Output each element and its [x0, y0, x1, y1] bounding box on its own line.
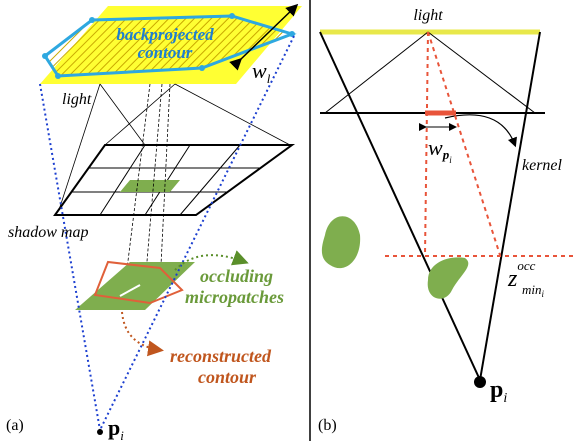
- label-part: w: [252, 58, 267, 83]
- label-part: z: [507, 266, 518, 292]
- light-label: light: [413, 7, 443, 24]
- label-part: occluding: [200, 266, 273, 286]
- label-part: i: [449, 155, 452, 165]
- label-part: occ: [517, 258, 535, 273]
- point-label: pi: [490, 377, 507, 406]
- label-part: i: [542, 289, 545, 299]
- label-part: backprojected: [116, 25, 214, 44]
- label-part: i: [503, 391, 507, 406]
- width-label: wl: [252, 58, 271, 86]
- label-part: p: [108, 415, 120, 440]
- label-part: i: [120, 428, 124, 441]
- label-part: contour: [138, 43, 193, 62]
- label-part: p: [490, 377, 503, 403]
- shadow-map-label: shadow map: [8, 224, 88, 241]
- label-part: min: [522, 282, 542, 297]
- label-part: contour: [198, 367, 257, 387]
- panel-label: (b): [318, 417, 337, 434]
- label-part: micropatches: [185, 287, 284, 307]
- label-part: reconstructed: [170, 346, 272, 366]
- light-label: light: [62, 91, 92, 108]
- label-part: w: [428, 135, 443, 160]
- kernel-label: kernel: [522, 157, 563, 174]
- panel-label: (a): [6, 417, 24, 434]
- z-label: zocc mini: [507, 258, 545, 299]
- point-label: pi: [108, 415, 124, 441]
- width-label: wpi: [428, 135, 452, 165]
- label-part: l: [267, 71, 271, 86]
- figure: backprojectedcontour wl light shadow map…: [0, 0, 577, 441]
